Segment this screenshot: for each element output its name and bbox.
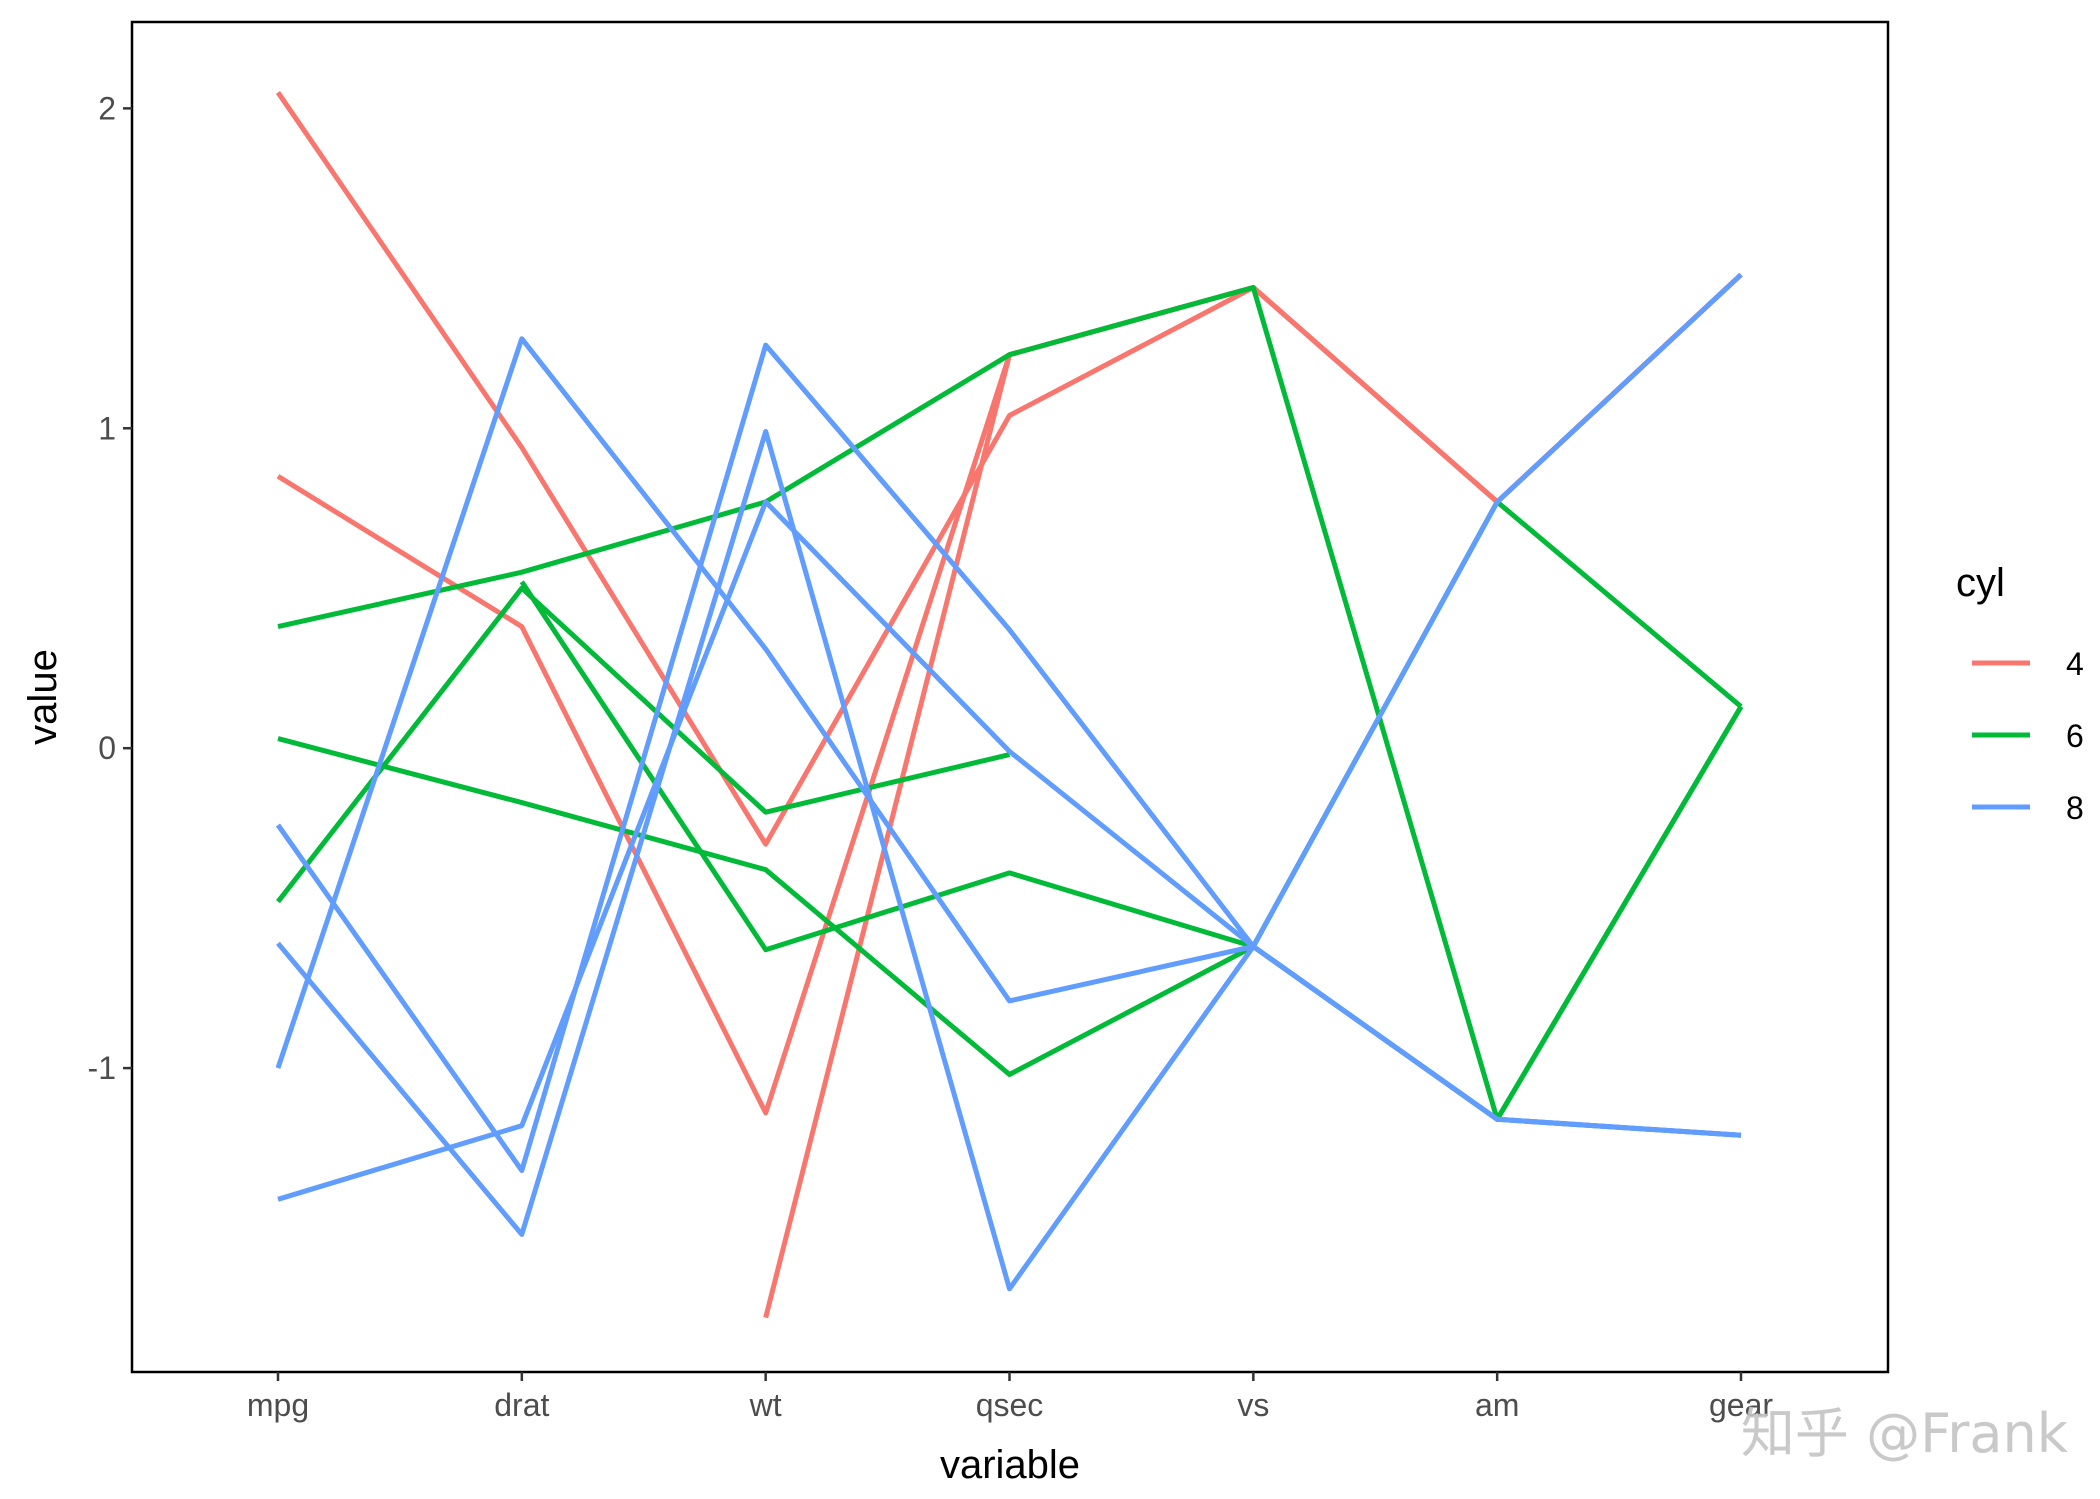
series-line-cyl-8-9 — [276, 429, 1742, 1292]
series-line-cyl-6-5 — [277, 499, 1743, 1077]
legend-label-6: 6 — [2066, 718, 2084, 754]
x-tick-label-mpg: mpg — [247, 1387, 309, 1423]
series-line-cyl-4-2 — [763, 272, 1743, 1319]
y-tick-label: 2 — [98, 90, 116, 126]
series-line-cyl-8-7 — [275, 336, 1742, 1138]
x-axis-title: variable — [940, 1443, 1080, 1487]
legend-label-4: 4 — [2066, 646, 2084, 682]
x-tick-label-drat: drat — [494, 1387, 549, 1423]
axes-layer: -1 0 1 2 mpg drat wt qsec vs am gear — [88, 90, 1774, 1423]
series-line-cyl-6-6 — [519, 580, 1744, 1122]
series-line-cyl-6-4 — [276, 585, 1011, 904]
x-tick-label-vs: vs — [1237, 1387, 1269, 1423]
watermark-text: 知乎 @Frank — [1741, 1402, 2069, 1465]
series-layer — [275, 90, 1744, 1319]
plot-panel — [130, 20, 1890, 1374]
legend-title: cyl — [1956, 561, 2005, 605]
y-tick-label: -1 — [88, 1050, 116, 1086]
x-tick-label-gear: gear — [1709, 1387, 1773, 1423]
series-line-cyl-8-10 — [277, 272, 1743, 1202]
legend: cyl 4 6 8 — [1956, 561, 2084, 826]
y-tick-label: 1 — [98, 410, 116, 446]
x-tick-label-wt: wt — [749, 1387, 782, 1423]
series-line-cyl-8-8 — [275, 342, 1742, 1173]
y-axis-title: value — [21, 649, 65, 745]
series-line-cyl-4-0 — [275, 90, 1743, 847]
x-tick-label-am: am — [1475, 1387, 1519, 1423]
y-tick-label: 0 — [98, 730, 116, 766]
x-tick-label-qsec: qsec — [976, 1387, 1044, 1423]
legend-label-8: 8 — [2066, 790, 2084, 826]
series-line-cyl-4-1 — [276, 272, 1743, 1116]
